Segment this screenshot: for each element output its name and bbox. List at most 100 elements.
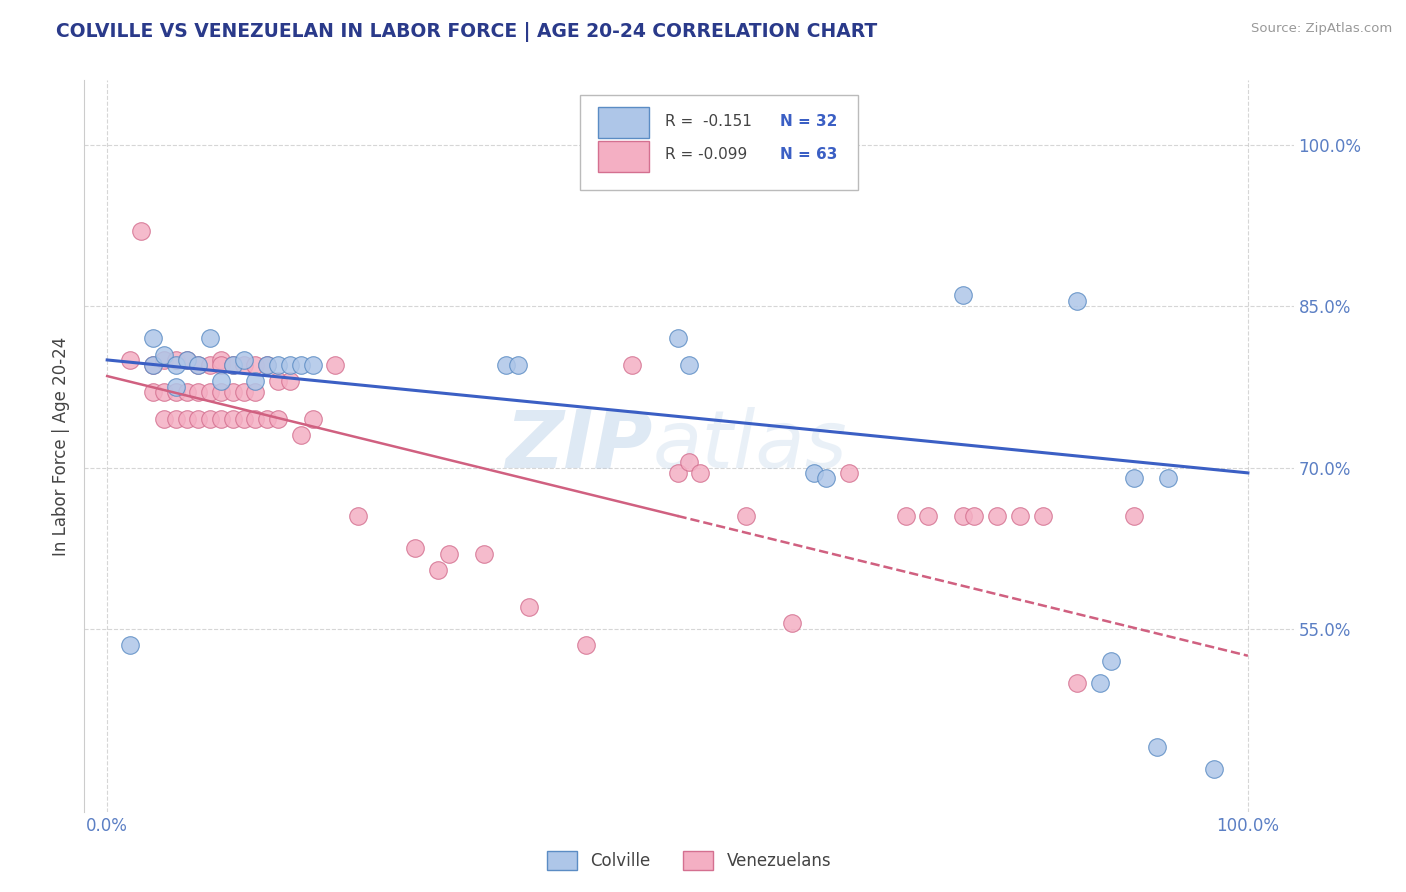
Point [165, 353, 187, 368]
Legend: Colville, Venezuelans: Colville, Venezuelans [540, 844, 838, 877]
Point [278, 375, 301, 389]
Point [917, 508, 939, 523]
Point [209, 359, 232, 373]
Point [814, 471, 837, 485]
Text: COLVILLE VS VENEZUELAN IN LABOR FORCE | AGE 20-24 CORRELATION CHART: COLVILLE VS VENEZUELAN IN LABOR FORCE | … [56, 22, 877, 42]
Point [245, 412, 267, 426]
Point [221, 412, 243, 426]
Point [176, 412, 198, 426]
Point [198, 385, 221, 400]
Point [301, 359, 323, 373]
Point [176, 385, 198, 400]
Point [131, 224, 153, 238]
Point [1066, 675, 1088, 690]
Point [165, 380, 187, 394]
Point [233, 385, 256, 400]
Point [278, 359, 301, 373]
Point [1202, 762, 1225, 776]
Point [347, 508, 370, 523]
Point [165, 385, 187, 400]
Point [290, 428, 312, 442]
Point [245, 385, 267, 400]
Point [1099, 654, 1122, 668]
Point [233, 359, 256, 373]
Point [290, 359, 312, 373]
Point [256, 359, 278, 373]
Point [256, 359, 278, 373]
Point [1157, 471, 1180, 485]
Point [256, 412, 278, 426]
Point [517, 600, 540, 615]
Point [666, 466, 689, 480]
Point [735, 508, 758, 523]
Text: N = 32: N = 32 [779, 114, 837, 128]
Point [267, 412, 290, 426]
Point [187, 359, 209, 373]
Point [165, 359, 187, 373]
FancyBboxPatch shape [599, 141, 650, 171]
Point [1088, 675, 1111, 690]
Point [221, 359, 243, 373]
Point [575, 638, 598, 652]
Point [245, 375, 267, 389]
Point [118, 638, 141, 652]
Point [952, 508, 974, 523]
Text: N = 63: N = 63 [779, 147, 837, 162]
Text: Source: ZipAtlas.com: Source: ZipAtlas.com [1251, 22, 1392, 36]
Point [439, 547, 461, 561]
Point [323, 359, 346, 373]
Point [689, 466, 711, 480]
Point [142, 331, 165, 345]
Point [952, 288, 974, 302]
FancyBboxPatch shape [581, 95, 858, 190]
FancyBboxPatch shape [599, 107, 650, 138]
Point [986, 508, 1008, 523]
Point [118, 353, 141, 368]
Point [1032, 508, 1054, 523]
Point [678, 455, 700, 469]
Point [495, 359, 517, 373]
Point [153, 412, 176, 426]
Point [267, 375, 290, 389]
Point [678, 359, 700, 373]
Point [142, 359, 165, 373]
Point [838, 466, 860, 480]
Point [1122, 508, 1144, 523]
Point [209, 375, 232, 389]
Point [209, 385, 232, 400]
Text: ZIP: ZIP [505, 407, 652, 485]
Text: R =  -0.151: R = -0.151 [665, 114, 752, 128]
Point [187, 412, 209, 426]
Point [506, 359, 529, 373]
Point [620, 359, 643, 373]
Point [221, 385, 243, 400]
Point [221, 359, 243, 373]
Point [472, 547, 495, 561]
Point [301, 412, 323, 426]
Point [176, 353, 198, 368]
Point [153, 385, 176, 400]
Point [153, 348, 176, 362]
Point [780, 616, 803, 631]
Point [1008, 508, 1031, 523]
Point [233, 353, 256, 368]
Point [187, 359, 209, 373]
Point [176, 353, 198, 368]
Point [187, 385, 209, 400]
Point [427, 563, 450, 577]
Point [245, 359, 267, 373]
Point [198, 331, 221, 345]
Point [1122, 471, 1144, 485]
Point [209, 412, 232, 426]
Text: R = -0.099: R = -0.099 [665, 147, 747, 162]
Point [165, 412, 187, 426]
Point [198, 359, 221, 373]
Point [198, 412, 221, 426]
Point [153, 353, 176, 368]
Point [142, 385, 165, 400]
Point [1066, 293, 1088, 308]
Point [142, 359, 165, 373]
Point [666, 331, 689, 345]
Point [1146, 740, 1168, 755]
Point [404, 541, 426, 556]
